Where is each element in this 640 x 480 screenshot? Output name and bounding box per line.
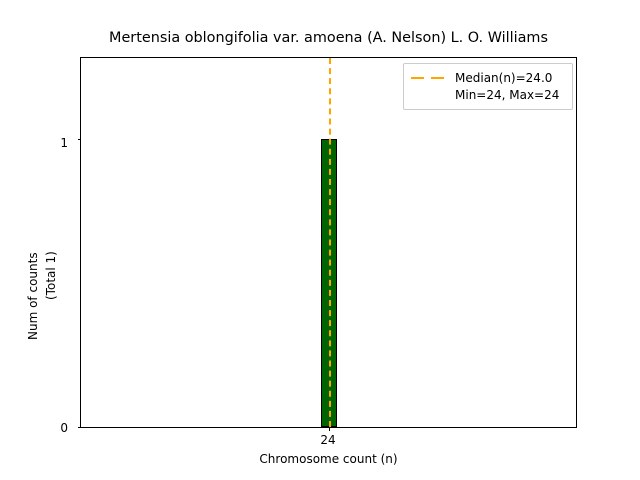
chart-title: Mertensia oblongifolia var. amoena (A. N… [109,30,548,46]
legend-item-minmax: Min=24, Max=24 [410,86,566,103]
ytick-label-0: 0 [60,421,68,435]
legend: Median(n)=24.0 Min=24, Max=24 [403,63,573,110]
legend-label-minmax: Min=24, Max=24 [455,87,560,102]
y-axis-label-line2: (Total 1) [44,251,58,300]
x-axis-label: Chromosome count (n) [259,452,398,466]
plot-inner [81,58,576,427]
xtick-mark-24 [329,427,330,431]
legend-label-median: Median(n)=24.0 [455,70,553,85]
median-line [329,58,331,427]
legend-item-median: Median(n)=24.0 [410,69,566,86]
legend-dashed-line-icon [410,71,448,85]
plot-area: Median(n)=24.0 Min=24, Max=24 [77,57,577,431]
xtick-label-24: 24 [320,433,336,447]
ytick-mark-1 [77,138,81,140]
y-axis-label-line1: Num of counts [26,252,40,340]
ytick-label-1: 1 [60,136,68,150]
ytick-mark-0 [77,427,81,428]
